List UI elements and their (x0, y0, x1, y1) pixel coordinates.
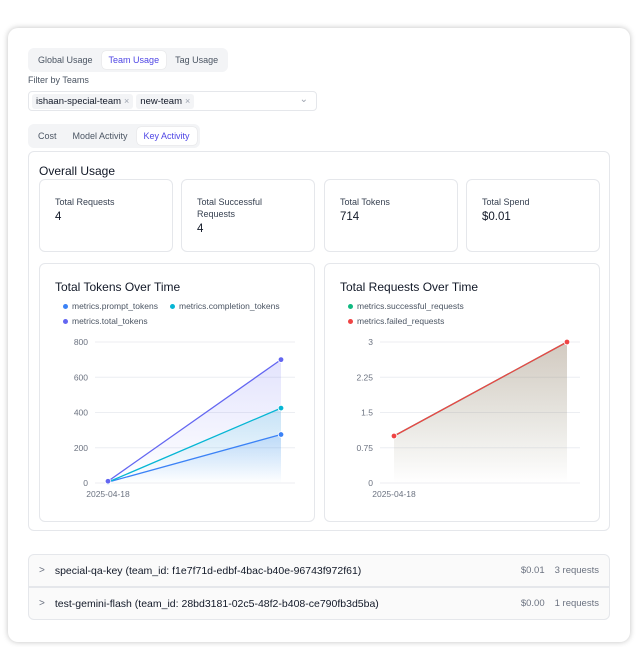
close-icon[interactable]: × (124, 96, 130, 106)
x-tick-label: 2025-04-18 (372, 489, 416, 499)
key-row[interactable]: > test-gemini-flash (team_id: 28bd3181-02… (28, 587, 610, 620)
stat-total-spend: Total Spend $0.01 (466, 179, 600, 252)
y-tick-label: 0 (368, 478, 373, 488)
chevron-right-icon: > (39, 565, 45, 576)
y-tick-label: 1.5 (361, 408, 373, 418)
legend-prompt-tokens[interactable]: metrics.prompt_tokens (63, 301, 158, 311)
y-tick-label: 0 (83, 478, 88, 488)
y-tick-label: 3 (368, 337, 373, 347)
requests-chart-title: Total Requests Over Time (340, 280, 479, 294)
y-tick-label: 0.75 (356, 443, 373, 453)
stat-total-tokens: Total Tokens 714 (324, 179, 458, 252)
filter-label: Filter by Teams (28, 75, 89, 85)
chevron-right-icon: > (39, 598, 45, 609)
series-area (394, 342, 567, 483)
data-point[interactable] (277, 356, 285, 363)
close-icon[interactable]: × (185, 96, 191, 106)
team-tag: new-team × (136, 93, 195, 109)
x-tick-label: 2025-04-18 (86, 489, 130, 499)
y-tick-label: 200 (74, 443, 88, 453)
tokens-chart-title: Total Tokens Over Time (55, 280, 181, 294)
usage-tabs: Global Usage Team Usage Tag Usage (28, 48, 229, 72)
data-point[interactable] (104, 478, 112, 485)
tab-model-activity[interactable]: Model Activity (72, 131, 128, 141)
series-line (393, 341, 568, 437)
tab-key-activity[interactable]: Key Activity (136, 127, 197, 145)
team-tag: ishaan-special-team × (32, 93, 134, 109)
y-tick-label: 400 (74, 408, 88, 418)
series-line (107, 407, 282, 483)
y-tick-label: 800 (74, 337, 88, 347)
overall-usage-panel (28, 151, 610, 531)
stat-total-requests: Total Requests 4 (39, 179, 173, 252)
data-point[interactable] (277, 431, 285, 438)
y-tick-label: 2.25 (356, 372, 373, 382)
team-filter-select[interactable]: ishaan-special-team × new-team × ⌄ (28, 91, 317, 111)
y-tick-label: 600 (74, 372, 88, 382)
data-point[interactable] (277, 404, 285, 412)
tokens-chart-card (39, 263, 315, 522)
requests-chart-card (324, 263, 600, 522)
legend-total-tokens[interactable]: metrics.total_tokens (63, 316, 148, 326)
legend-completion-tokens[interactable]: metrics.completion_tokens (170, 301, 280, 311)
tab-team-usage[interactable]: Team Usage (101, 51, 167, 69)
tab-cost[interactable]: Cost (38, 131, 57, 141)
tab-global-usage[interactable]: Global Usage (38, 55, 93, 65)
legend-successful-requests[interactable]: metrics.successful_requests (348, 301, 464, 311)
key-row[interactable]: > special-qa-key (team_id: f1e7f71d-edbf-… (28, 554, 610, 587)
data-point[interactable] (390, 432, 398, 440)
legend-failed-requests[interactable]: metrics.failed_requests (348, 316, 444, 326)
tab-tag-usage[interactable]: Tag Usage (175, 55, 219, 65)
overall-usage-title: Overall Usage (39, 164, 116, 178)
data-point[interactable] (563, 338, 571, 346)
chevron-down-icon[interactable]: ⌄ (299, 94, 308, 105)
series-line (107, 359, 282, 482)
series-line (107, 433, 282, 483)
stat-total-successful: Total Successful Requests 4 (181, 179, 315, 252)
view-tabs: Cost Model Activity Key Activity (28, 124, 200, 148)
